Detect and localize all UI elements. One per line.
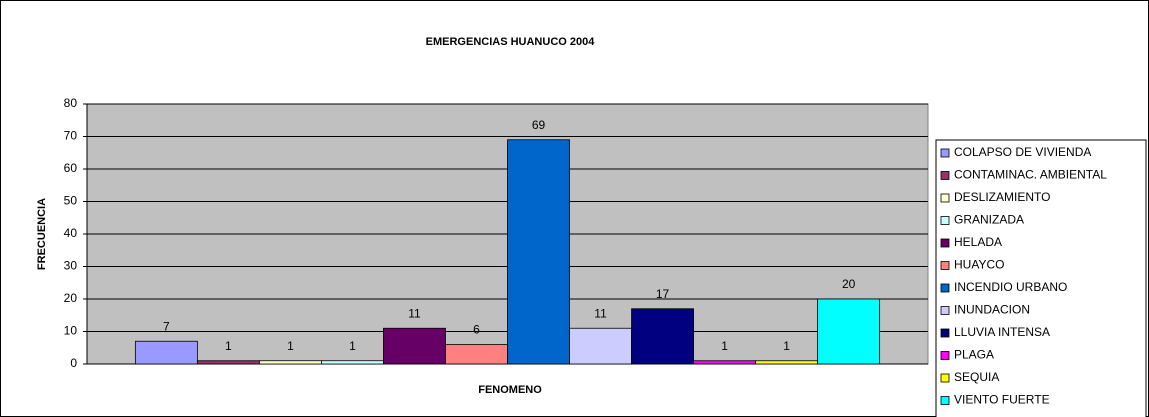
bar [196, 360, 260, 365]
legend-swatch [940, 306, 950, 315]
y-tick-label: 80 [64, 96, 78, 110]
data-label: 1 [349, 339, 356, 353]
y-tick-label: 70 [64, 129, 78, 143]
legend-swatch [940, 171, 950, 180]
y-tick-label: 40 [64, 226, 78, 240]
y-axis-label: FRECUENCIA [36, 198, 48, 270]
legend-label: CONTAMINAC. AMBIENTAL [954, 168, 1107, 182]
legend-swatch [940, 351, 950, 360]
legend-swatch [940, 193, 950, 203]
legend-label: DESLIZAMIENTO [954, 190, 1050, 204]
legend-label: LLUVIA INTENSA [954, 325, 1050, 339]
legend-swatch [940, 373, 950, 383]
y-tick-label: 20 [64, 291, 78, 305]
data-label: 20 [842, 277, 856, 291]
legend-swatch [940, 283, 950, 293]
bar [321, 360, 384, 365]
legend-label: INCENDIO URBANO [954, 280, 1067, 294]
legend-label: HUAYCO [954, 258, 1004, 272]
data-label: 17 [656, 287, 670, 301]
legend-swatch [940, 238, 950, 248]
bar [445, 344, 508, 365]
legend-label: SEQUIA [954, 370, 999, 384]
bar [817, 298, 881, 365]
legend-label: PLAGA [954, 348, 994, 362]
chart-title: EMERGENCIAS HUANUCO 2004 [426, 36, 596, 48]
bar [383, 327, 446, 365]
data-label: 7 [163, 319, 170, 333]
bar [755, 360, 819, 365]
legend-label: GRANIZADA [954, 213, 1024, 227]
legend-swatch [940, 328, 950, 338]
legend-label: INUNDACION [954, 303, 1030, 317]
data-label: 69 [532, 118, 546, 132]
bar [569, 327, 632, 365]
data-label: 1 [225, 339, 232, 353]
legend-box [935, 139, 1147, 417]
data-label: 1 [721, 339, 728, 353]
legend-swatch [940, 261, 950, 270]
bar [134, 340, 198, 365]
data-label: 11 [408, 306, 421, 320]
legend-swatch [940, 216, 950, 225]
legend-label: VIENTO FUERTE [954, 393, 1050, 407]
data-label: 1 [287, 339, 294, 353]
bar [693, 360, 756, 365]
bar [631, 308, 694, 365]
y-tick-label: 30 [64, 259, 78, 273]
y-tick-label: 10 [64, 324, 78, 338]
data-label: 11 [594, 306, 607, 320]
data-label: 6 [473, 323, 480, 337]
bar [507, 139, 570, 365]
y-tick-label: 60 [64, 161, 78, 175]
data-label: 1 [783, 339, 790, 353]
legend-swatch [940, 396, 950, 405]
x-axis-label: FENOMENO [478, 384, 542, 396]
legend-label: HELADA [954, 235, 1002, 249]
legend-swatch [940, 148, 950, 158]
legend-label: COLAPSO DE VIVIENDA [954, 145, 1091, 159]
bar [259, 360, 322, 365]
y-tick-label: 0 [70, 356, 77, 370]
y-tick-label: 50 [64, 194, 78, 208]
